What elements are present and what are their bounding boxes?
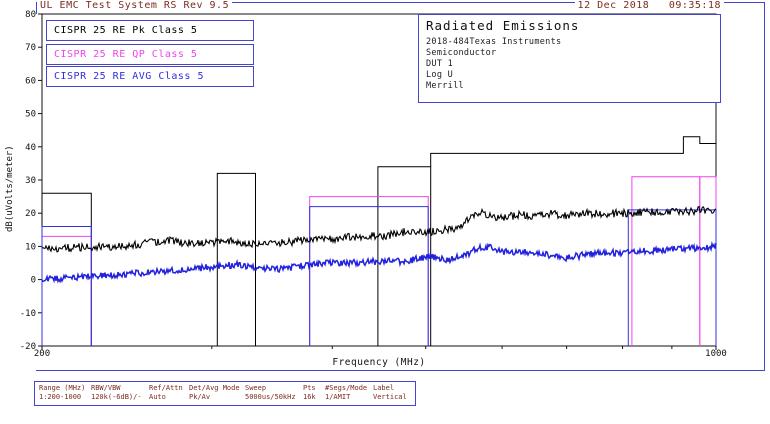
legend-qp-limit-label: CISPR 25 RE QP Class 5 bbox=[54, 49, 198, 60]
settings-value: 5000us/50kHz bbox=[245, 393, 296, 401]
trace-pk-measurement bbox=[41, 205, 717, 253]
svg-text:200: 200 bbox=[34, 349, 50, 359]
test-info-box: Radiated Emissions 2018-484Texas Instrum… bbox=[418, 14, 721, 103]
limit-cispr-25-re-avg-class-5 bbox=[41, 206, 717, 346]
trace-avg-measurement bbox=[41, 240, 717, 284]
legend-pk-limit: CISPR 25 RE Pk Class 5 bbox=[46, 20, 254, 41]
timestamp: 12 Dec 2018 09:35:18 bbox=[574, 0, 724, 11]
svg-text:30: 30 bbox=[25, 176, 36, 186]
settings-header: RBW/VBW bbox=[91, 384, 121, 392]
y-axis-label: dB(uVolts/meter) bbox=[5, 145, 15, 232]
settings-header: Range (MHz) bbox=[39, 384, 86, 392]
settings-header: Pts bbox=[303, 384, 316, 392]
settings-value: 1/AMIT bbox=[325, 393, 351, 401]
svg-text:60: 60 bbox=[25, 76, 36, 86]
svg-text:0: 0 bbox=[31, 276, 36, 286]
svg-text:-20: -20 bbox=[20, 342, 36, 352]
window-frame-left bbox=[36, 2, 37, 14]
svg-text:50: 50 bbox=[25, 110, 36, 120]
legend-qp-limit: CISPR 25 RE QP Class 5 bbox=[46, 44, 254, 65]
settings-header: Ref/Attn bbox=[149, 384, 183, 392]
settings-value-row: 1:200-1000 120k(-6dB)/- Auto Pk/Av 5000u… bbox=[39, 393, 411, 402]
settings-value: Vertical bbox=[373, 393, 407, 401]
settings-value: 16k bbox=[303, 393, 316, 401]
legend-pk-limit-label: CISPR 25 RE Pk Class 5 bbox=[54, 25, 198, 36]
settings-header: Sweep bbox=[245, 384, 267, 392]
svg-text:40: 40 bbox=[25, 143, 36, 153]
svg-text:80: 80 bbox=[25, 10, 36, 20]
settings-header: #Segs/Mode bbox=[325, 384, 368, 392]
test-info-line: Log U bbox=[426, 70, 454, 80]
test-info-line: DUT 1 bbox=[426, 59, 454, 69]
settings-value: 1:200-1000 bbox=[39, 393, 82, 401]
svg-text:70: 70 bbox=[25, 43, 36, 53]
test-info-line: Semiconductor bbox=[426, 48, 497, 58]
app-title: UL EMC Test System RS Rev 9.5 bbox=[37, 0, 233, 11]
legend-avg-limit: CISPR 25 RE AVG Class 5 bbox=[46, 66, 254, 87]
settings-header: Det/Avg Mode bbox=[189, 384, 240, 392]
legend-avg-limit-label: CISPR 25 RE AVG Class 5 bbox=[54, 71, 204, 82]
settings-table: Range (MHz) RBW/VBW Ref/Attn Det/Avg Mod… bbox=[34, 381, 416, 406]
test-info-line: Merrill bbox=[426, 81, 464, 91]
window-frame-right bbox=[764, 2, 765, 371]
test-info-title: Radiated Emissions bbox=[426, 18, 580, 33]
settings-value: Pk/Av bbox=[189, 393, 211, 401]
svg-text:1000: 1000 bbox=[705, 349, 727, 359]
settings-value: 120k(-6dB)/- bbox=[91, 393, 142, 401]
settings-value: Auto bbox=[149, 393, 166, 401]
svg-text:10: 10 bbox=[25, 242, 36, 252]
window-frame-bottom bbox=[36, 370, 765, 371]
svg-text:-10: -10 bbox=[20, 309, 36, 319]
settings-header: Label bbox=[373, 384, 395, 392]
x-axis-label: Frequency (MHz) bbox=[332, 357, 426, 368]
test-info-line: 2018-484Texas Instruments bbox=[426, 37, 562, 47]
window-frame-top bbox=[36, 2, 765, 3]
svg-text:20: 20 bbox=[25, 209, 36, 219]
settings-header-row: Range (MHz) RBW/VBW Ref/Attn Det/Avg Mod… bbox=[39, 384, 411, 393]
